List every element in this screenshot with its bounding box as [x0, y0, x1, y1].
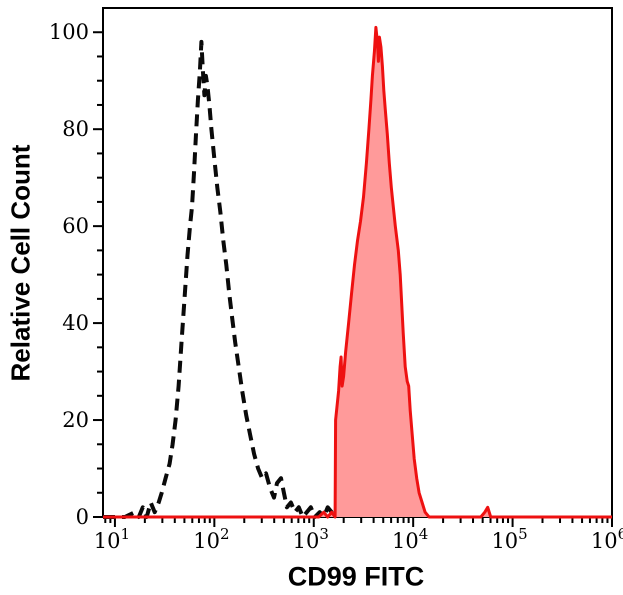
y-axis-title: Relative Cell Count [5, 144, 36, 382]
y-tick-label: 20 [62, 408, 89, 432]
x-axis-title: CD99 FITC [287, 561, 425, 592]
x-tick-label: 103 [293, 525, 329, 553]
y-tick-label: 80 [62, 117, 89, 141]
red-filled-histogram-fill [103, 27, 612, 518]
y-axis: 0 20 40 60 80 100 [49, 20, 102, 529]
y-tick-label: 100 [49, 20, 89, 44]
x-tick-label: 101 [94, 525, 130, 553]
y-tick-label: 40 [62, 311, 89, 335]
x-axis: 101 102 103 104 105 106 [94, 518, 623, 553]
x-tick-label: 102 [193, 525, 229, 553]
x-tick-label: 104 [392, 525, 428, 553]
x-tick-label: 106 [591, 525, 623, 553]
black-dashed-histogram-line [103, 39, 338, 519]
x-tick-label: 105 [491, 525, 527, 553]
y-tick-label: 60 [62, 214, 89, 238]
y-tick-label: 0 [76, 505, 89, 529]
red-filled-histogram-line [103, 25, 612, 519]
